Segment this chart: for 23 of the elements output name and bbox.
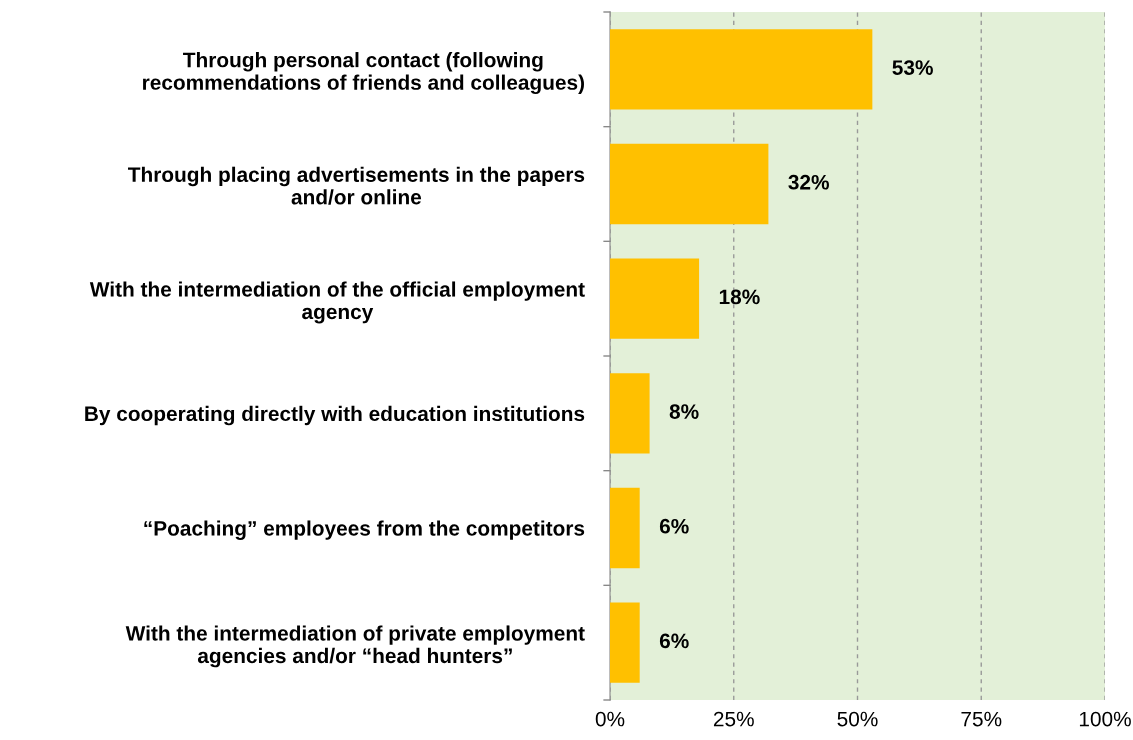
data-label: 32%	[788, 174, 829, 190]
bar	[610, 258, 700, 339]
x-tick-label: 0%	[595, 711, 625, 727]
y-tick-label: With the intermediation of private employment agencies and/or “head hunters”	[125, 625, 585, 668]
x-tick-label: 75%	[961, 711, 1002, 727]
x-tick-label: 25%	[713, 711, 754, 727]
bar	[610, 487, 640, 569]
y-tick-label: Through placing advertisements in the papers and/or online	[128, 166, 585, 205]
y-tick-label: By cooperating directly with education institutions	[85, 405, 585, 426]
data-label: 18%	[719, 289, 760, 305]
data-label: 53%	[892, 60, 933, 75]
data-label: 6%	[659, 633, 689, 649]
bar	[610, 373, 650, 454]
bar	[610, 143, 769, 225]
bar	[610, 602, 640, 683]
y-tick-label: “Poaching” employees from the competitors	[144, 520, 585, 540]
x-tick-label: 50%	[837, 711, 878, 727]
y-tick-label: Through personal contact (following recommendations of friends and colleagues)	[143, 52, 584, 95]
data-label: 8%	[669, 404, 699, 419]
y-tick-label: With the intermediation of the official employment agency	[89, 281, 585, 324]
bar	[610, 29, 873, 110]
x-tick-label: 100%	[1079, 711, 1131, 727]
data-label: 6%	[659, 518, 689, 534]
